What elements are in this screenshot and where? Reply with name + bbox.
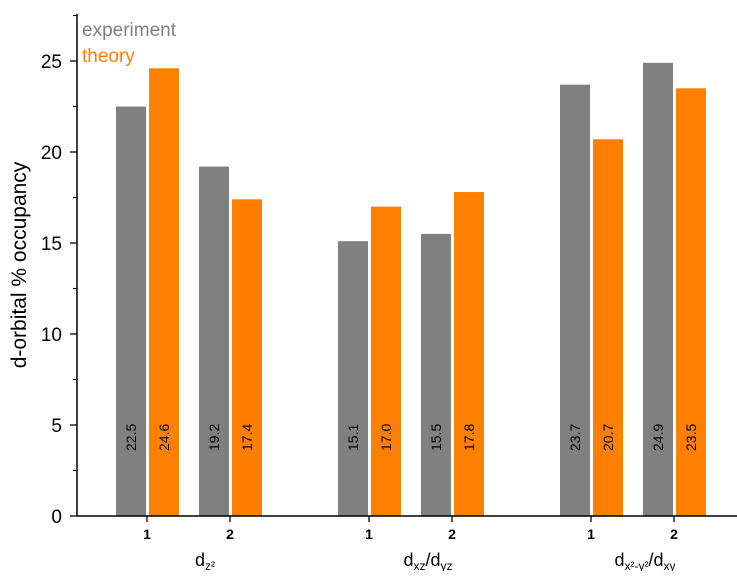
x-ticks: 1 2 1 2 1 2	[143, 516, 678, 542]
x-tick-label: 2	[670, 526, 678, 542]
x-tick-label: 2	[226, 526, 234, 542]
y-tick-label: 10	[41, 325, 62, 346]
data-label-theory-g2-2: 17.8	[461, 424, 477, 451]
bar-theory-g3-1	[593, 139, 623, 516]
bar-theory-g1-2	[232, 199, 262, 516]
data-label-experiment-g1-1: 22.5	[123, 424, 139, 451]
legend-label-theory: theory	[82, 46, 135, 67]
group-label-1: dz²	[195, 550, 215, 571]
bar-experiment-g2-1	[338, 241, 368, 516]
y-tick-label: 0	[51, 507, 62, 528]
bar-experiment-g1-1	[116, 106, 146, 516]
data-label-experiment-g1-2: 19.2	[206, 424, 222, 451]
data-label-theory-g1-1: 24.6	[156, 424, 172, 451]
axis-layer	[76, 14, 737, 517]
data-label-experiment-g2-2: 15.5	[428, 424, 444, 451]
y-tick-label: 15	[41, 234, 62, 255]
y-tick-label: 25	[41, 52, 62, 73]
group-label-2: dxz/dyz	[403, 550, 452, 571]
bar-theory-g2-1	[371, 206, 401, 516]
legend: experiment theory	[82, 20, 177, 67]
data-label-theory-g3-2: 23.5	[683, 424, 699, 451]
group-labels: dz² dxz/dyz dx²-y²/dxy	[195, 550, 676, 573]
bar-theory-g1-1	[149, 68, 179, 516]
x-tick-label: 2	[448, 526, 456, 542]
y-tick-label: 5	[51, 416, 62, 437]
x-tick-label: 1	[143, 526, 151, 542]
bar-theory-g2-2	[454, 192, 484, 517]
group-label-3: dx²-y²/dxy	[614, 550, 675, 571]
bar-experiment-g3-2	[643, 62, 673, 516]
x-tick-label: 1	[587, 526, 595, 542]
data-label-theory-g1-2: 17.4	[239, 424, 255, 451]
y-ticks: 0 5 10 15 20 25	[41, 14, 77, 528]
bar-experiment-g2-2	[421, 233, 451, 516]
y-axis-label: d-orbital % occupancy	[8, 161, 31, 368]
data-label-experiment-g3-2: 24.9	[650, 424, 666, 451]
data-label-theory-g3-1: 20.7	[600, 424, 616, 451]
data-label-experiment-g2-1: 15.1	[345, 424, 361, 451]
bar-experiment-g3-1	[560, 84, 590, 516]
bar-experiment-g1-2	[199, 166, 229, 516]
bars-layer: 22.5 19.2 15.1 15.5 23.7 24.9 24.6 17.4 17.0 17.8…	[116, 62, 706, 517]
data-label-experiment-g3-1: 23.7	[567, 424, 583, 451]
legend-label-experiment: experiment	[82, 20, 177, 41]
x-tick-label: 1	[365, 526, 373, 542]
y-tick-label: 20	[41, 143, 62, 164]
bar-theory-g3-2	[676, 88, 706, 517]
data-label-theory-g2-1: 17.0	[378, 424, 394, 451]
